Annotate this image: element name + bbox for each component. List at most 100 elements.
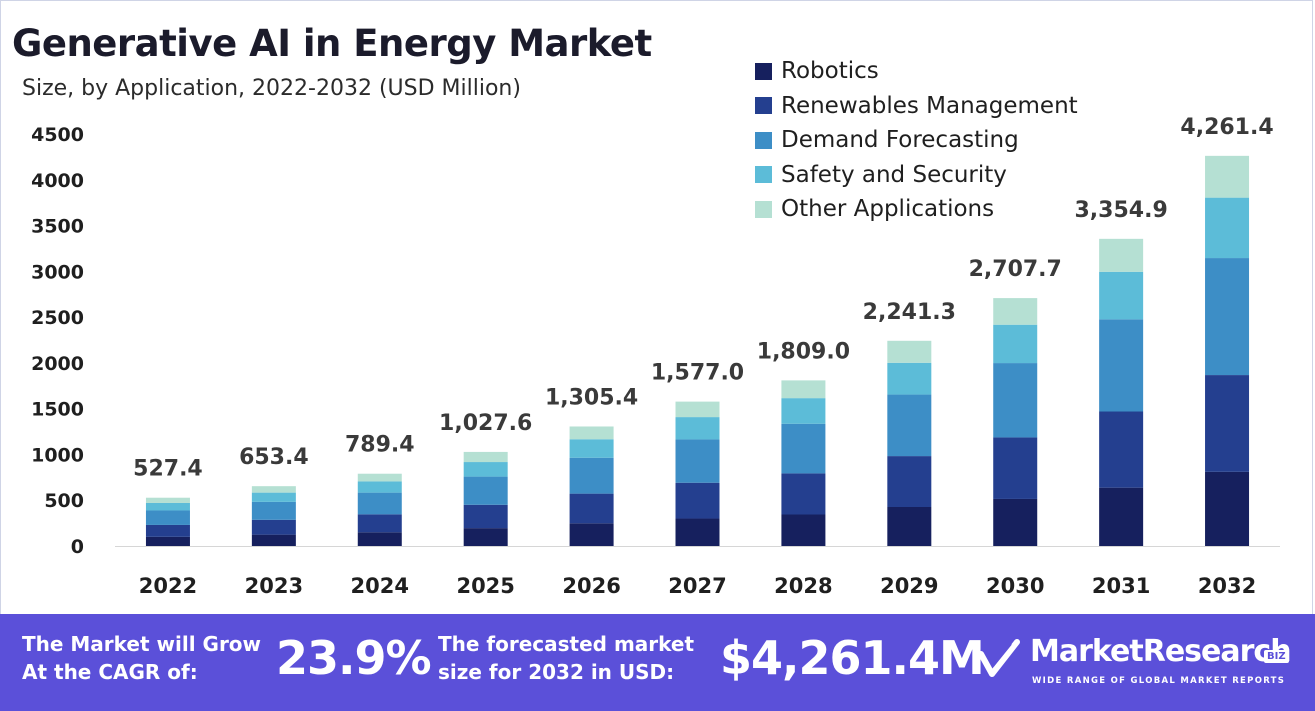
bar-segment <box>251 534 296 546</box>
checkmark-logo-icon <box>978 639 1020 677</box>
bar-segment <box>993 498 1038 546</box>
bar-segment <box>357 481 402 493</box>
bar-segment <box>1099 271 1144 320</box>
bar-segment <box>887 456 932 507</box>
brand-badge: BIZ <box>1264 650 1289 663</box>
legend-item-demand-forecasting: Demand Forecasting <box>755 123 1078 158</box>
cagr-value: 23.9% <box>276 631 432 685</box>
x-tick-label: 2024 <box>351 574 409 598</box>
x-tick-label: 2026 <box>562 574 620 598</box>
total-data-label: 527.4 <box>133 457 203 482</box>
bar-segment <box>887 362 932 395</box>
bar-segment <box>675 439 720 483</box>
bar-segment <box>1205 155 1250 198</box>
bar-segment <box>145 536 190 546</box>
legend-label-renewables-management: Renewables Management <box>781 92 1078 119</box>
bar-segment <box>781 398 826 424</box>
bar-segment <box>993 363 1038 438</box>
bar-segment <box>993 298 1038 325</box>
bar-segment <box>675 401 720 418</box>
bar-segment <box>781 473 826 515</box>
bar-segment <box>463 476 508 505</box>
x-tick-label: 2030 <box>986 574 1044 598</box>
x-tick-label: 2023 <box>245 574 303 598</box>
bar-segment <box>251 492 296 502</box>
legend-item-robotics: Robotics <box>755 54 1078 89</box>
x-tick-label: 2029 <box>880 574 938 598</box>
x-tick-label: 2028 <box>774 574 832 598</box>
bar-segment <box>145 524 190 537</box>
bar-segment <box>251 519 296 535</box>
legend-swatch-robotics <box>755 62 772 80</box>
bar-segment <box>781 423 826 474</box>
legend-swatch-safety-and-security <box>755 166 772 184</box>
bar-segment <box>1205 197 1250 259</box>
legend-item-safety-and-security: Safety and Security <box>755 158 1078 193</box>
chart-title: Generative AI in Energy Market <box>12 22 652 65</box>
bar-segment <box>569 457 614 494</box>
forecast-value: $4,261.4M <box>720 631 985 685</box>
y-tick-label: 3500 <box>31 216 84 238</box>
bar-segment <box>463 451 508 463</box>
bar-segment <box>463 528 508 546</box>
cagr-caption-line2: At the CAGR of: <box>22 660 198 684</box>
x-tick-label: 2031 <box>1092 574 1150 598</box>
total-data-label: 2,241.3 <box>863 300 956 325</box>
bar-segment <box>887 394 932 457</box>
y-tick-label: 1500 <box>31 399 84 421</box>
bar-segment <box>675 518 720 546</box>
bar-segment <box>1205 258 1250 376</box>
bar-segment <box>569 523 614 546</box>
legend-label-other-applications: Other Applications <box>781 196 995 223</box>
bar-segment <box>1205 471 1250 546</box>
total-data-label: 1,027.6 <box>439 411 532 436</box>
bar-segment <box>1099 411 1144 488</box>
forecast-caption-line2: size for 2032 in USD: <box>438 660 675 684</box>
brand-tagline: WIDE RANGE OF GLOBAL MARKET REPORTS <box>1032 676 1286 686</box>
forecast-caption: The forecasted market size for 2032 in U… <box>438 630 694 686</box>
total-data-label: 789.4 <box>345 433 415 458</box>
x-tick-label: 2022 <box>139 574 197 598</box>
x-tick-label: 2032 <box>1198 574 1256 598</box>
y-tick-label: 3000 <box>31 261 84 283</box>
bar-segment <box>357 532 402 546</box>
bar-segment <box>569 426 614 440</box>
bar-segment <box>569 493 614 524</box>
bar-segment <box>251 486 296 493</box>
bar-segment <box>463 462 508 477</box>
bar-segment <box>251 501 296 520</box>
bar-segment <box>463 504 508 529</box>
bar-segment <box>357 473 402 482</box>
legend-item-other-applications: Other Applications <box>755 192 1078 227</box>
legend-label-safety-and-security: Safety and Security <box>781 161 1007 188</box>
total-data-label: 653.4 <box>239 445 309 470</box>
bar-segment <box>993 437 1038 499</box>
legend-label-robotics: Robotics <box>781 58 879 85</box>
stacked-bar-chart: 0 500 1000 1500 2000 2500 3000 3500 4000 4500 527.… <box>31 115 1280 598</box>
bar-segment <box>145 510 190 525</box>
legend-item-renewables-management: Renewables Management <box>755 89 1078 124</box>
cagr-caption: The Market will Grow At the CAGR of: <box>22 630 261 686</box>
brand-name: MarketResearch <box>1030 634 1292 669</box>
y-tick-label: 0 <box>71 536 84 558</box>
legend-swatch-demand-forecasting <box>755 131 772 149</box>
y-tick-label: 500 <box>44 490 84 512</box>
bar-segment <box>675 417 720 440</box>
total-data-label: 1,809.0 <box>757 339 850 364</box>
x-tick-label: 2025 <box>456 574 514 598</box>
bar-segment <box>887 506 932 546</box>
bar-segment <box>1099 487 1144 546</box>
legend-swatch-renewables-management <box>755 97 772 115</box>
total-data-label: 1,577.0 <box>651 361 744 386</box>
bar-segment <box>357 514 402 533</box>
total-data-label: 2,707.7 <box>969 257 1062 282</box>
y-tick-label: 1000 <box>31 444 84 466</box>
bar-segment <box>1099 238 1144 272</box>
bar-segment <box>675 482 720 519</box>
bar-segment <box>145 502 190 511</box>
y-tick-label: 2000 <box>31 353 84 375</box>
forecast-caption-line1: The forecasted market <box>438 632 695 656</box>
bar-segment <box>781 514 826 546</box>
legend-label-demand-forecasting: Demand Forecasting <box>781 127 1019 154</box>
bar-segment <box>887 340 932 363</box>
